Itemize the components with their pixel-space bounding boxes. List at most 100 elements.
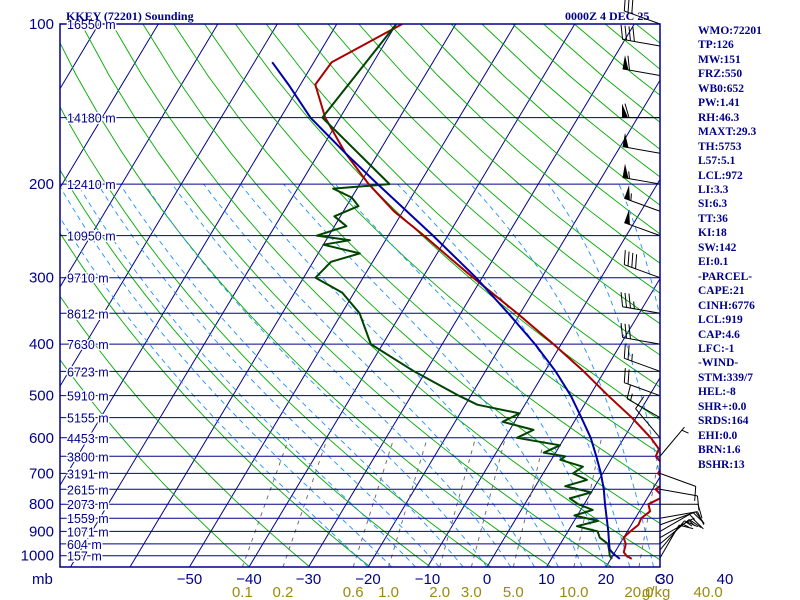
wind-barb: [620, 24, 661, 47]
dry-adiabat-line: [111, 24, 660, 561]
wind-barb-full: [635, 396, 645, 409]
index-entry: CINH:6776: [698, 299, 755, 312]
wind-barb-staff: [622, 68, 661, 77]
isotherm-line: [785, 24, 800, 567]
wind-barb-staff: [624, 197, 661, 212]
height-label: 4453 m: [67, 432, 109, 446]
dry-adiabat-line: [60, 232, 371, 567]
wind-barb-full: [696, 511, 705, 525]
index-entry: RH:46.3: [698, 111, 740, 124]
dry-adiabat-line: [235, 24, 660, 421]
mixing-ratio-label: 1.0: [378, 584, 399, 600]
height-label: 16550 m: [67, 18, 116, 32]
mixing-ratio-label: 40.0: [694, 584, 723, 600]
wind-barb-full: [620, 292, 624, 307]
temperature-tick: 20: [598, 571, 615, 588]
dewpoint-profile: [314, 24, 613, 560]
wind-barb-full: [694, 486, 697, 501]
pressure-tick-700: 700: [29, 465, 54, 482]
wind-barb-half: [630, 193, 632, 201]
height-label: 1559 m: [67, 512, 109, 526]
isotherm-line: [60, 24, 159, 189]
pressure-tick-900: 900: [29, 523, 54, 540]
isotherm-line: [60, 24, 338, 487]
mixing-ratio-label: 0.1: [232, 584, 253, 600]
index-entry: WB0:652: [698, 82, 744, 95]
height-label: 2615 m: [67, 483, 109, 497]
wind-barb-full: [626, 384, 632, 399]
height-label: 5910 m: [67, 390, 109, 404]
index-entry: SI:6.3: [698, 198, 728, 211]
dry-adiabat-line: [60, 105, 492, 567]
wind-barb: [623, 0, 661, 25]
dry-adiabat-line: [389, 24, 660, 264]
height-label: 2073 m: [67, 498, 109, 512]
index-entry: MW:151: [698, 53, 741, 66]
wind-barb: [659, 518, 704, 539]
sounding-time: 0000Z 4 DEC 25: [565, 9, 650, 23]
dry-adiabat-line: [60, 358, 250, 567]
wind-barb-half: [685, 521, 693, 527]
wind-barb: [623, 368, 661, 397]
wind-barb: [635, 396, 661, 439]
wind-barb-full: [624, 292, 628, 308]
moist-adiabat-line: [283, 183, 583, 567]
wind-barb-half: [689, 514, 696, 520]
wind-barb-staff: [635, 408, 661, 439]
wind-barb: [622, 103, 660, 119]
wind-barb-full: [620, 24, 624, 40]
height-label: 12410 m: [67, 178, 116, 192]
index-entry: KI:18: [698, 227, 727, 240]
height-label: 10950 m: [67, 230, 116, 244]
mixing-ratio-line: [282, 437, 328, 567]
mixing-ratio-label: 0.2: [273, 584, 294, 600]
wind-barb-flag: [624, 185, 630, 201]
temperature-tick: −30: [296, 571, 321, 588]
height-label: 9710 m: [67, 272, 109, 286]
isotherm-line: [248, 24, 576, 567]
wind-barb-staff: [622, 146, 661, 154]
index-entry: EHI:0.0: [698, 429, 738, 442]
isotherm-line: [0, 24, 39, 567]
wind-barb: [623, 343, 661, 372]
mixing-ratio-line: [388, 437, 428, 567]
mixing-ratio-label: 3.0: [461, 584, 482, 600]
wind-barb: [624, 185, 661, 212]
wind-barb-full: [620, 323, 624, 338]
isotherm-line: [546, 376, 660, 567]
wind-barb-full: [632, 26, 635, 42]
moist-adiabat-line: [60, 216, 369, 567]
index-entry: LFC:-1: [698, 342, 735, 355]
dry-adiabat-line: [173, 24, 660, 489]
height-label: 3800 m: [67, 450, 109, 464]
isotherm-line: [60, 24, 278, 388]
wind-barb-staff: [659, 472, 696, 487]
index-entry: PW:1.41: [698, 97, 740, 110]
wind-barb-flag: [624, 209, 630, 225]
wind-barb-staff: [659, 488, 698, 497]
temperature-tick: 10: [538, 571, 555, 588]
mixing-ratio-line: [241, 437, 290, 567]
pressure-tick-200: 200: [29, 176, 54, 193]
wind-barb-full: [627, 0, 630, 13]
moist-adiabat-line: [334, 183, 607, 567]
pressure-tick-400: 400: [29, 336, 54, 353]
index-entry: FRZ:550: [698, 68, 743, 81]
mixing-ratio-label: 2.0: [429, 584, 450, 600]
wind-barb-full: [692, 518, 704, 530]
wind-barb: [624, 209, 661, 237]
temperature-profile: [314, 24, 660, 560]
wind-barb-staff: [624, 222, 661, 237]
index-entry: -PARCEL-: [698, 270, 753, 283]
wind-barb-full: [628, 293, 631, 309]
index-entry: WMO:72201: [698, 25, 762, 37]
isotherm-line: [70, 24, 397, 567]
pressure-unit-label: mb: [32, 571, 53, 588]
wind-barb-full: [624, 323, 628, 339]
wind-barb-full: [627, 369, 630, 385]
wind-barb-full: [623, 0, 626, 12]
temperature-tick: 40: [717, 571, 734, 588]
mixing-ratio-line: [512, 437, 546, 567]
stability-indices-panel: WMO:72201 TP:126 MW:151 FRZ:550 WB0:652 PW:1.…: [698, 24, 762, 472]
wind-barb-staff: [622, 176, 661, 185]
